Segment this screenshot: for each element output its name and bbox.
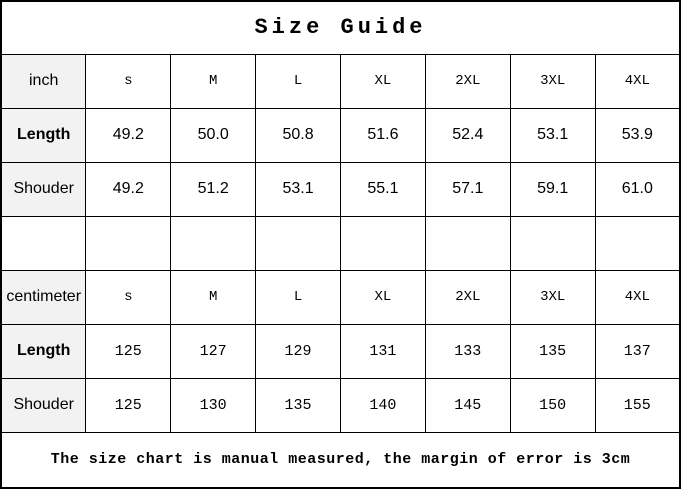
size-header-cell-4xl: 4XL <box>594 269 681 325</box>
value-cell: 57.1 <box>424 161 511 217</box>
value-cell: 137 <box>594 323 681 379</box>
size-header-cell-xl: XL <box>340 53 426 109</box>
value-cell: 52.4 <box>424 107 511 163</box>
size-guide-title: Size Guide <box>0 0 681 55</box>
value-cell: 61.0 <box>594 161 681 217</box>
value-cell: 135 <box>255 377 341 433</box>
empty-cell <box>509 215 596 271</box>
unit-cell-centimeter: centimeter <box>0 269 87 325</box>
value-cell: 53.1 <box>255 161 341 217</box>
empty-cell <box>0 215 87 271</box>
size-header-cell-xl: XL <box>340 269 426 325</box>
size-header-cell-2xl: 2XL <box>424 269 511 325</box>
row-label-length: Length <box>0 107 87 163</box>
value-cell: 49.2 <box>85 161 172 217</box>
value-cell: 133 <box>424 323 511 379</box>
value-cell: 131 <box>340 323 426 379</box>
empty-cell <box>340 215 426 271</box>
inch-shoulder-row: Shouder 49.2 51.2 53.1 55.1 57.1 59.1 61… <box>0 161 681 217</box>
row-label-shoulder: Shouder <box>0 161 87 217</box>
size-header-cell-l: L <box>255 269 341 325</box>
size-header-cell-m: M <box>170 53 257 109</box>
size-header-cell-l: L <box>255 53 341 109</box>
size-header-cell-2xl: 2XL <box>424 53 511 109</box>
value-cell: 130 <box>170 377 257 433</box>
value-cell: 49.2 <box>85 107 172 163</box>
inch-size-header-row: inch s M L XL 2XL 3XL 4XL <box>0 53 681 109</box>
size-header-cell-s: s <box>85 53 172 109</box>
unit-cell-inch: inch <box>0 53 87 109</box>
inch-length-row: Length 49.2 50.0 50.8 51.6 52.4 53.1 53.… <box>0 107 681 163</box>
value-cell: 50.0 <box>170 107 257 163</box>
size-header-cell-3xl: 3XL <box>509 269 596 325</box>
size-header-cell-3xl: 3XL <box>509 53 596 109</box>
size-header-cell-4xl: 4XL <box>594 53 681 109</box>
empty-cell <box>424 215 511 271</box>
value-cell: 129 <box>255 323 341 379</box>
size-header-cell-m: M <box>170 269 257 325</box>
value-cell: 59.1 <box>509 161 596 217</box>
empty-cell <box>170 215 257 271</box>
value-cell: 55.1 <box>340 161 426 217</box>
size-header-cell-s: s <box>85 269 172 325</box>
empty-cell <box>594 215 681 271</box>
row-label-shoulder: Shouder <box>0 377 87 433</box>
value-cell: 51.6 <box>340 107 426 163</box>
footer-note: The size chart is manual measured, the m… <box>0 431 681 489</box>
value-cell: 140 <box>340 377 426 433</box>
value-cell: 53.1 <box>509 107 596 163</box>
value-cell: 125 <box>85 323 172 379</box>
value-cell: 145 <box>424 377 511 433</box>
value-cell: 150 <box>509 377 596 433</box>
cm-length-row: Length 125 127 129 131 133 135 137 <box>0 323 681 379</box>
empty-cell <box>85 215 172 271</box>
value-cell: 135 <box>509 323 596 379</box>
row-label-length: Length <box>0 323 87 379</box>
value-cell: 50.8 <box>255 107 341 163</box>
spacer-row <box>0 215 681 271</box>
value-cell: 51.2 <box>170 161 257 217</box>
empty-cell <box>255 215 341 271</box>
value-cell: 127 <box>170 323 257 379</box>
cm-size-header-row: centimeter s M L XL 2XL 3XL 4XL <box>0 269 681 325</box>
value-cell: 53.9 <box>594 107 681 163</box>
value-cell: 125 <box>85 377 172 433</box>
title-row: Size Guide <box>0 0 681 55</box>
cm-shoulder-row: Shouder 125 130 135 140 145 150 155 <box>0 377 681 433</box>
value-cell: 155 <box>594 377 681 433</box>
footer-row: The size chart is manual measured, the m… <box>0 431 681 489</box>
